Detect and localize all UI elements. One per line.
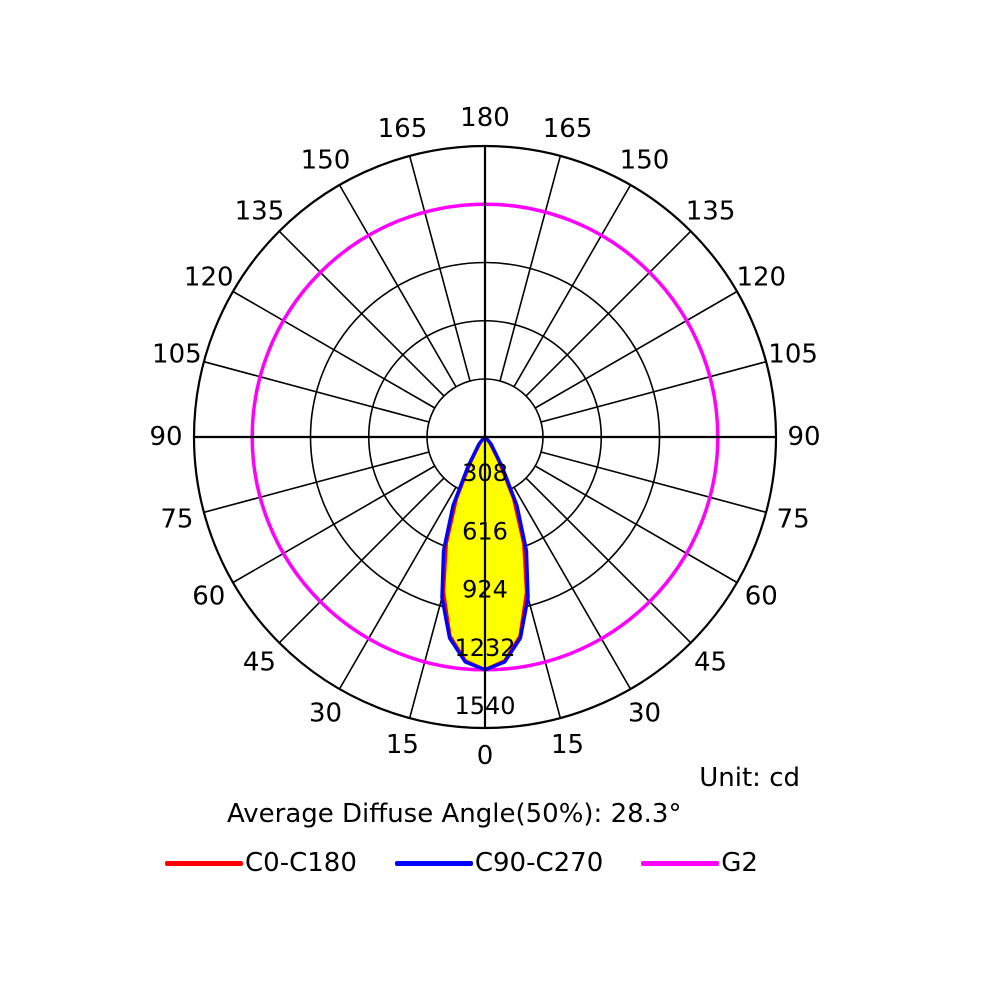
grid-spoke-240 [232,290,436,409]
legend: C0-C180 C90-C270 G2 [165,848,796,878]
radial-tick-616: 616 [462,517,508,545]
angle-label-left-60: 60 [192,582,225,612]
angle-labels: 0 15 30 45 60 75 90 105 120 135 150 165 180 15 30 45 60 7… [149,103,820,771]
legend-swatch-c90 [394,860,473,866]
radial-tick-1540: 1540 [454,692,515,720]
grid-spoke-315 [278,477,445,644]
angle-label-left-120: 120 [184,263,234,293]
axis-lines [194,146,776,728]
unit-label: Unit: cd [699,763,800,793]
grid-spoke-30 [513,486,632,690]
angle-label-left-45: 45 [243,648,276,678]
angle-label-right-120: 120 [736,263,786,293]
grid-spoke-75 [540,451,767,514]
angle-label-left-180: 180 [460,103,510,133]
legend-item-g2: G2 [641,848,758,878]
radial-tick-308: 308 [462,459,508,487]
angle-label-left-165: 165 [378,114,428,144]
grid-spoke-135 [525,230,692,397]
angle-label-right-75: 75 [777,505,810,535]
radial-tick-labels: 308 616 924 1232 1540 [454,459,515,720]
angle-label-left-15: 15 [386,730,419,760]
angle-label-right-30: 30 [628,698,661,728]
angle-label-right-90: 90 [787,422,820,452]
legend-swatch-c0 [165,860,243,866]
grid-spoke-330 [338,486,457,690]
angle-label-left-150: 150 [301,146,351,176]
legend-item-c90: C90-C270 [394,848,604,878]
angle-label-left-90: 90 [149,422,182,452]
angle-label-right-15: 15 [551,730,584,760]
grid-spoke-60 [534,465,738,584]
radial-tick-924: 924 [462,576,508,604]
legend-label-c0: C0-C180 [245,848,357,878]
angle-label-right-150: 150 [620,146,670,176]
grid-spoke-45 [525,477,692,644]
grid-spoke-255 [203,360,430,423]
grid-spoke-120 [534,290,738,409]
angle-label-right-165: 165 [543,114,593,144]
grid-spoke-285 [203,451,430,514]
angle-label-right-60: 60 [745,582,778,612]
angle-label-left-105: 105 [152,339,202,369]
angle-label-left-135: 135 [235,196,285,226]
radial-tick-1232: 1232 [454,634,515,662]
grid-spoke-150 [513,184,632,388]
legend-label-g2: G2 [721,848,758,878]
angle-label-left-0: 0 [477,741,494,771]
angle-label-left-75: 75 [160,505,193,535]
grid-spoke-165 [499,155,562,382]
grid-spoke-300 [232,465,436,584]
average-diffuse-angle: Average Diffuse Angle(50%): 28.3° [227,799,682,829]
angle-label-right-105: 105 [768,339,818,369]
legend-item-c0: C0-C180 [165,848,357,878]
legend-label-c90: C90-C270 [474,848,604,878]
grid-spoke-210 [338,184,457,388]
angle-label-right-135: 135 [686,196,736,226]
grid-spoke-195 [408,155,471,382]
legend-swatch-g2 [641,860,720,866]
grid-spoke-105 [540,360,767,423]
angle-label-right-45: 45 [694,648,727,678]
angle-label-left-30: 30 [309,698,342,728]
grid-spoke-225 [278,230,445,397]
